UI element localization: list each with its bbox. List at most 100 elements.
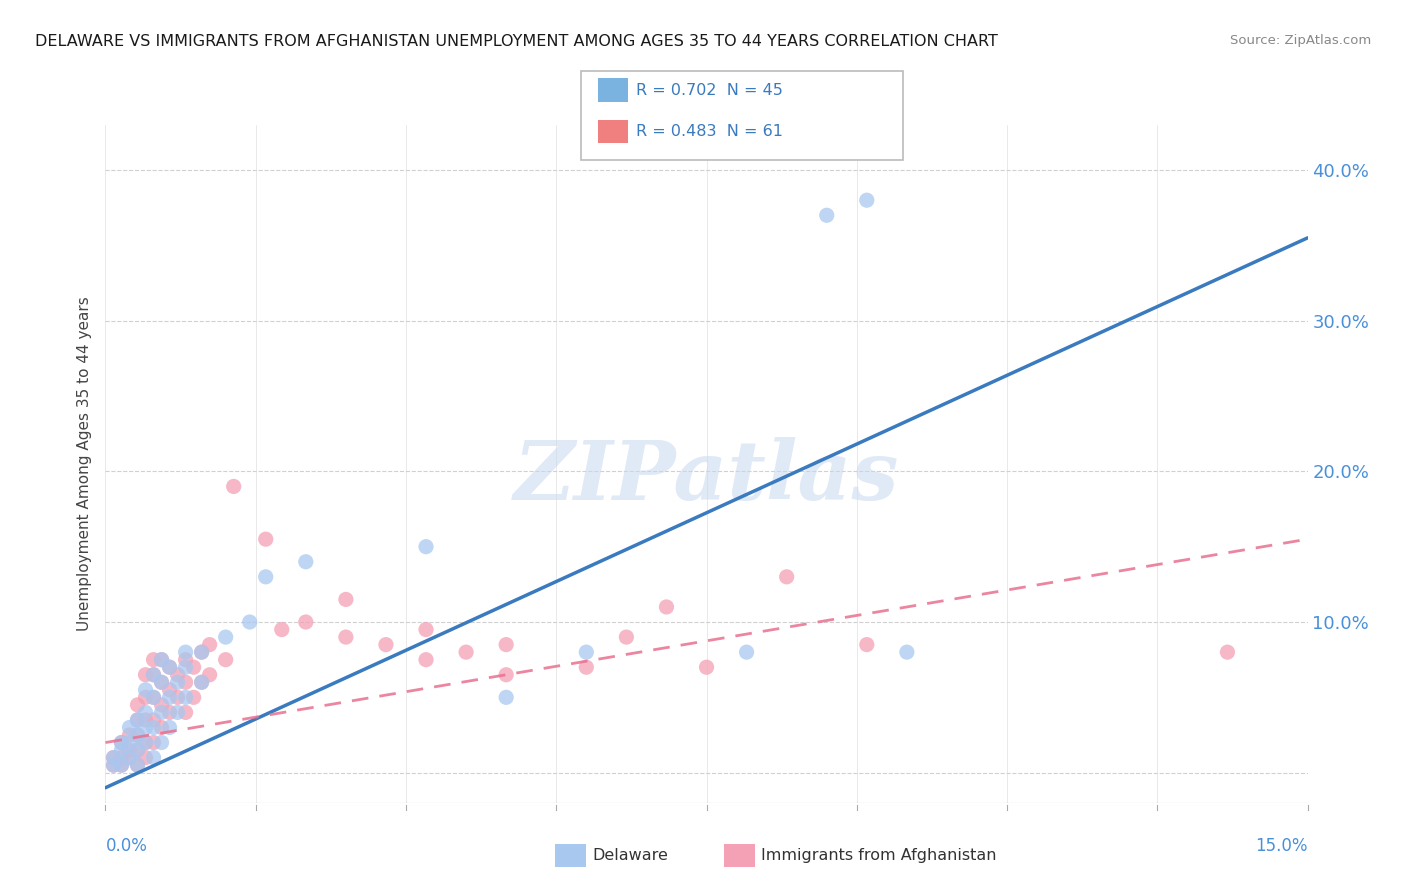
Point (166, 675, 188, 690)
Point (150, 735, 173, 749)
Point (127, 713, 149, 727)
Point (142, 667, 165, 681)
Point (159, 706, 181, 720)
Point (374, 638, 398, 652)
Point (855, 638, 877, 652)
Point (190, 675, 212, 690)
Point (150, 706, 173, 720)
Text: ZIPatlas: ZIPatlas (513, 437, 900, 517)
Point (135, 750, 157, 764)
Point (254, 570, 277, 584)
Point (174, 675, 197, 690)
Point (159, 660, 181, 674)
Point (174, 706, 197, 720)
Point (142, 667, 165, 681)
Point (174, 645, 197, 659)
Point (415, 623, 437, 637)
Point (239, 615, 262, 629)
Point (174, 653, 197, 667)
Point (127, 743, 149, 757)
Point (150, 653, 173, 667)
Point (174, 690, 197, 705)
Point (159, 721, 181, 735)
Point (295, 555, 318, 569)
Point (150, 721, 173, 735)
Point (190, 645, 212, 659)
Text: DELAWARE VS IMMIGRANTS FROM AFGHANISTAN UNEMPLOYMENT AMONG AGES 35 TO 44 YEARS C: DELAWARE VS IMMIGRANTS FROM AFGHANISTAN … (35, 34, 998, 49)
Point (103, 758, 125, 772)
Text: R = 0.483  N = 61: R = 0.483 N = 61 (636, 124, 783, 138)
Point (415, 540, 437, 554)
Point (135, 706, 157, 720)
Point (150, 653, 173, 667)
Point (335, 592, 357, 607)
Point (166, 690, 188, 705)
Point (495, 667, 517, 681)
Point (127, 728, 149, 742)
Point (776, 570, 799, 584)
Point (616, 630, 638, 644)
Point (150, 675, 173, 690)
Point (142, 735, 165, 749)
Point (127, 758, 149, 772)
Point (735, 645, 758, 659)
Point (254, 532, 277, 546)
Point (454, 645, 477, 659)
Point (118, 721, 141, 735)
Point (118, 728, 141, 742)
Point (142, 690, 165, 705)
Point (127, 728, 149, 742)
Point (110, 750, 132, 764)
Point (150, 698, 173, 712)
Point (166, 667, 188, 681)
Point (183, 690, 205, 705)
Point (815, 208, 838, 222)
Point (110, 735, 132, 749)
Point (855, 193, 877, 207)
Text: 0.0%: 0.0% (105, 837, 148, 855)
Point (575, 645, 598, 659)
Point (127, 743, 149, 757)
Point (270, 623, 292, 637)
Point (110, 743, 132, 757)
Text: 15.0%: 15.0% (1256, 837, 1308, 855)
Point (415, 653, 437, 667)
Point (135, 735, 157, 749)
Point (896, 645, 918, 659)
Point (214, 653, 236, 667)
Point (110, 758, 132, 772)
Point (135, 667, 157, 681)
Point (135, 735, 157, 749)
Point (118, 735, 141, 749)
Point (103, 758, 125, 772)
Point (174, 660, 197, 674)
Point (495, 690, 517, 705)
Point (166, 706, 188, 720)
Point (118, 743, 141, 757)
Point (142, 713, 165, 727)
Point (118, 750, 141, 764)
Point (142, 750, 165, 764)
Point (110, 735, 132, 749)
Point (190, 645, 212, 659)
Y-axis label: Unemployment Among Ages 35 to 44 years: Unemployment Among Ages 35 to 44 years (77, 296, 93, 632)
Point (103, 750, 125, 764)
Point (495, 638, 517, 652)
Text: Source: ZipAtlas.com: Source: ZipAtlas.com (1230, 34, 1371, 47)
Point (696, 660, 718, 674)
Point (110, 758, 132, 772)
Point (127, 698, 149, 712)
Point (142, 653, 165, 667)
Point (142, 690, 165, 705)
Point (335, 630, 357, 644)
Point (183, 660, 205, 674)
Point (198, 638, 221, 652)
Point (127, 713, 149, 727)
Point (190, 675, 212, 690)
Point (222, 479, 245, 493)
Point (150, 675, 173, 690)
Point (159, 660, 181, 674)
Point (159, 682, 181, 697)
Point (118, 750, 141, 764)
Point (103, 750, 125, 764)
